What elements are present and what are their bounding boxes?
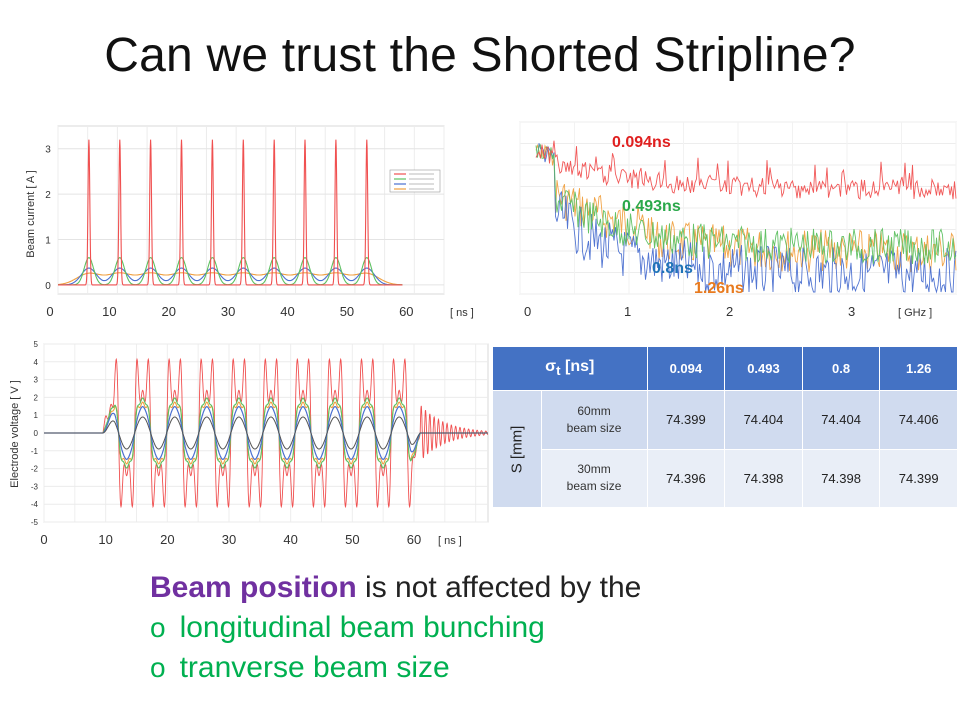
series-line-blue [58, 267, 403, 286]
annotation-0493ns: 0.493ns [622, 198, 681, 215]
y-tick-label: 0 [45, 281, 51, 292]
voltage-line [44, 405, 488, 461]
x-tick-label: 50 [345, 532, 359, 547]
y-tick-label: 0 [34, 429, 39, 438]
voltage-line [44, 416, 488, 450]
results-table: σt [ns] 0.094 0.493 0.8 1.26 S [mm] 60mm… [492, 346, 958, 508]
table-cell: 74.398 [724, 448, 803, 508]
x-tick-label: 50 [340, 304, 354, 319]
x-tick-label: 60 [399, 304, 413, 319]
spectrum-chart: 0 1 2 3 [ GHz ] [519, 121, 957, 319]
sigma-symbol: σ [545, 358, 557, 376]
annotation-126ns: 1.26ns [694, 280, 744, 297]
x-tick-label: 40 [280, 304, 294, 319]
slide-title: Can we trust the Shorted Stripline? [104, 29, 856, 82]
row-label: 60mm beam size [540, 390, 648, 450]
s-mm-label: S [mm] [508, 425, 526, 473]
y-tick-label: -3 [31, 482, 39, 491]
spectrum-line-orange [535, 143, 957, 273]
legend-box [389, 169, 441, 193]
y-tick-label: 1 [34, 411, 39, 420]
spectrum-line-red [535, 140, 957, 200]
annotation-08ns: 0.8ns [652, 260, 693, 277]
circle-bullet-icon: o [150, 652, 166, 683]
x-tick-label: 20 [162, 304, 176, 319]
table-cell: 74.404 [724, 390, 803, 450]
bullet-item: o tranverse beam size [150, 648, 641, 688]
beam-position-emphasis: Beam position [150, 571, 357, 604]
annotation-0094ns: 0.094ns [612, 134, 671, 151]
voltage-line [44, 357, 489, 509]
legend [389, 169, 441, 193]
table-header-row: σt [ns] 0.094 0.493 0.8 1.26 [492, 346, 958, 391]
y-tick-label: -1 [31, 447, 39, 456]
y-tick-label: 3 [34, 376, 39, 385]
sigma-header: σt [ns] [492, 346, 648, 391]
x-unit-label: [ GHz ] [898, 307, 932, 319]
sigma-subscript: t [556, 363, 561, 379]
y-tick-label: -2 [31, 465, 39, 474]
y-tick-label: 2 [45, 190, 51, 201]
x-unit-label: [ ns ] [450, 307, 474, 319]
row-label: 30mm beam size [540, 448, 648, 508]
y-tick-label: 5 [34, 340, 39, 349]
column-header: 1.26 [879, 346, 958, 391]
x-tick-label: 0 [40, 532, 47, 547]
table-row: 30mm beam size 74.396 74.398 74.398 74.39… [493, 448, 958, 508]
y-axis-label: Electrode voltage [ V ] [9, 380, 21, 488]
conclusion-lead-rest: is not affected by the [356, 571, 642, 604]
conclusion-text: Beam position is not affected by the o lo… [150, 568, 641, 688]
spectrum-line-green [535, 144, 957, 265]
x-tick-label: 10 [98, 532, 112, 547]
y-tick-label: 4 [34, 358, 39, 367]
column-header: 0.493 [724, 346, 803, 391]
column-header: 0.8 [801, 346, 881, 391]
table-row: S [mm] 60mm beam size 74.399 74.404 74.40… [492, 390, 958, 508]
y-tick-label: 3 [45, 145, 51, 156]
y-tick-label: -5 [31, 518, 39, 527]
table-cell: 74.398 [801, 448, 881, 508]
x-tick-label: 60 [407, 532, 421, 547]
x-tick-label: 3 [848, 304, 855, 319]
x-tick-label: 1 [624, 304, 631, 319]
table-cell: 74.406 [879, 390, 958, 450]
y-tick-label: 2 [34, 393, 39, 402]
bullet-item: o longitudinal beam bunching [150, 608, 641, 648]
conclusion-lead: Beam position is not affected by the [150, 568, 641, 608]
circle-bullet-icon: o [150, 612, 166, 643]
column-header: 0.094 [646, 346, 726, 391]
x-tick-label: 2 [726, 304, 733, 319]
series-line-red [58, 139, 403, 286]
x-unit-label: [ ns ] [438, 535, 462, 547]
s-mm-label-cell: S [mm] [492, 390, 542, 508]
table-cell: 74.399 [879, 448, 958, 508]
series-line-green [58, 257, 403, 286]
x-tick-label: 30 [222, 532, 236, 547]
sigma-unit: [ns] [560, 358, 595, 376]
y-tick-label: -4 [31, 500, 39, 509]
x-tick-label: 40 [283, 532, 297, 547]
table-cell: 74.396 [646, 448, 726, 508]
voltage-line [44, 397, 488, 469]
y-tick-label: 1 [45, 236, 51, 247]
table-cell: 74.399 [646, 390, 726, 450]
plot-area [57, 125, 445, 295]
series-line-orange [58, 272, 403, 286]
x-tick-label: 0 [46, 304, 53, 319]
x-tick-label: 30 [221, 304, 235, 319]
y-axis-label: Beam current [ A ] [25, 170, 37, 257]
table-cell: 74.404 [801, 390, 881, 450]
x-tick-label: 0 [524, 304, 531, 319]
x-tick-label: 20 [160, 532, 174, 547]
x-tick-label: 10 [102, 304, 116, 319]
